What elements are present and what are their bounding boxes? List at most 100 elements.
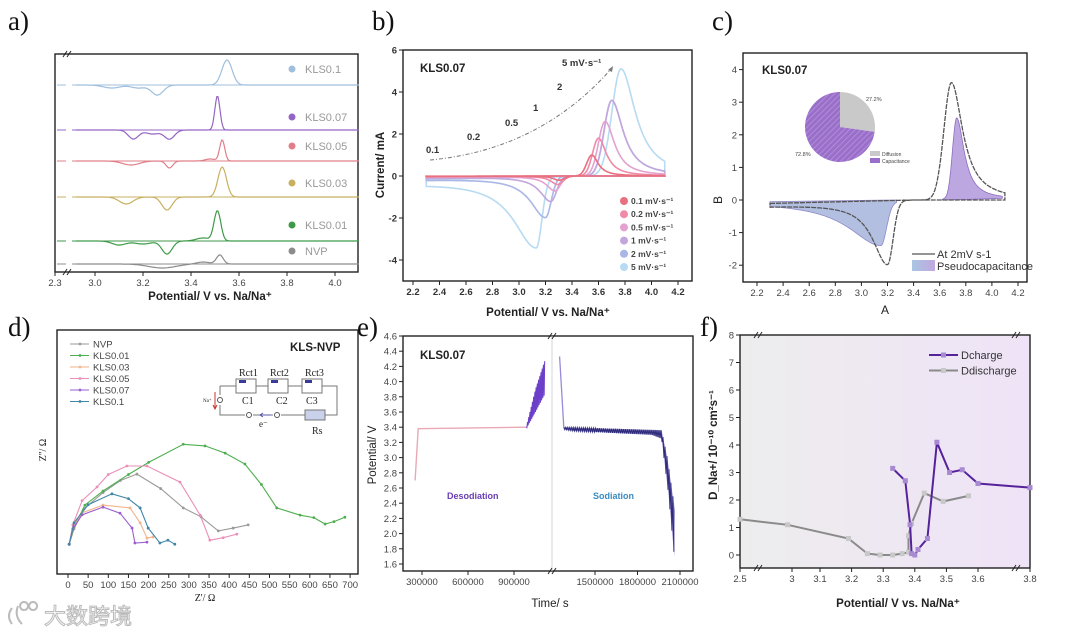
legend-marker xyxy=(288,247,296,255)
y-tick-label: 4.2 xyxy=(384,362,397,373)
y-tick-label: -2 xyxy=(389,214,397,225)
scan-rate-annotation: 0.1 xyxy=(426,145,440,156)
x-axis-title: Potential/ V vs. Na/Na⁺ xyxy=(486,307,610,319)
data-point xyxy=(905,533,911,539)
legend-marker xyxy=(78,365,82,369)
y-tick-label: 2.0 xyxy=(384,529,397,540)
legend-marker xyxy=(288,65,296,73)
data-point xyxy=(924,536,930,541)
data-point xyxy=(110,492,114,496)
data-point xyxy=(147,460,151,464)
data-point xyxy=(138,506,142,510)
data-point xyxy=(145,536,149,540)
legend-label: 0.1 mV·s⁻¹ xyxy=(631,196,673,206)
eis-curve-KLS0.05 xyxy=(68,465,238,545)
y-tick-label: 3.2 xyxy=(384,438,397,449)
axis-break-mark xyxy=(547,332,557,340)
watermark-logo-icon xyxy=(8,601,39,625)
scan-rate-annotation: 0.5 xyxy=(505,118,519,129)
x-tick-label: 2.2 xyxy=(406,287,419,298)
panel-label: d) xyxy=(8,312,31,342)
diffusion-curve-Dcharge xyxy=(891,441,1031,557)
x-tick-label: 200 xyxy=(141,580,157,591)
y-tick-label: 4 xyxy=(729,441,734,452)
legend-label: KLS0.03 xyxy=(93,363,129,374)
legend-label: KLS0.1 xyxy=(305,64,341,76)
data-point xyxy=(907,522,913,528)
legend-marker xyxy=(620,249,628,258)
y-tick-label: 3 xyxy=(732,98,737,109)
data-point xyxy=(890,465,896,471)
data-point xyxy=(208,538,212,542)
circuit-label-r2: Rct2 xyxy=(270,368,289,379)
panel-a-plot-area xyxy=(54,53,359,273)
data-point xyxy=(159,487,163,490)
x-tick-label: 2.8 xyxy=(486,287,499,298)
legend-label: KLS0.05 xyxy=(305,141,347,153)
region-label-sodiation: Sodiation xyxy=(593,491,634,501)
data-point xyxy=(135,472,139,476)
data-point xyxy=(902,478,908,484)
circuit-label-r1: Rct1 xyxy=(239,368,258,379)
data-point xyxy=(133,541,137,545)
x-tick-label: 3.0 xyxy=(512,287,525,298)
x-tick-label: 3.2 xyxy=(539,287,552,298)
data-point xyxy=(959,467,965,473)
legend-marker xyxy=(620,223,628,232)
y-tick-label: 3 xyxy=(729,468,734,479)
discharge-oscillation-band xyxy=(559,356,675,557)
data-point xyxy=(221,536,225,540)
x-tick-label: 0 xyxy=(65,580,70,591)
circuit-label-c2: C2 xyxy=(276,396,288,407)
y-tick-label: 4 xyxy=(732,65,737,76)
x-tick-label: 1500000 xyxy=(577,577,614,588)
legend-marker xyxy=(78,377,82,380)
x-tick-label: 4.0 xyxy=(328,278,341,289)
data-point xyxy=(72,521,76,525)
dqdv-curve-KLS0.07 xyxy=(75,96,359,140)
y-tick-label: 2.4 xyxy=(384,499,397,510)
data-point xyxy=(785,522,791,528)
y-tick-label: 8 xyxy=(729,331,734,342)
y-tick-label: 7 xyxy=(729,358,734,369)
x-tick-label: 2.8 xyxy=(829,288,842,299)
y-tick-label: 0 xyxy=(729,551,734,562)
x-tick-label: 3.6 xyxy=(592,287,605,298)
rc-element xyxy=(267,378,289,394)
data-point xyxy=(118,511,122,515)
rc-element xyxy=(235,378,257,394)
panel-title: KLS0.07 xyxy=(420,63,465,75)
x-tick-label: 2.4 xyxy=(433,287,447,298)
data-point xyxy=(101,503,105,507)
y-tick-label: 2.8 xyxy=(384,468,397,479)
x-tick-label: 3.6 xyxy=(232,278,245,289)
y-tick-label: 3.4 xyxy=(384,423,397,434)
legend-label: Dcharge xyxy=(961,350,1003,362)
region-label-desodiation: Desodiation xyxy=(447,491,499,501)
data-point xyxy=(915,547,921,552)
data-point xyxy=(905,549,911,555)
y-tick-label: -1 xyxy=(729,228,737,239)
data-point xyxy=(151,535,155,539)
watermark-text: 大数跨境 xyxy=(44,604,132,629)
y-axis-title: Z''/ Ω xyxy=(38,439,49,461)
data-point xyxy=(166,538,170,542)
axis-break-mark xyxy=(753,564,763,572)
data-point xyxy=(940,498,946,504)
x-tick-label: 250 xyxy=(161,580,177,591)
electron-flow-arrow xyxy=(259,412,271,418)
scan-rate-annotation: 2 xyxy=(557,82,562,93)
dqdv-curve-KLS0.01 xyxy=(75,210,359,255)
legend-label: 0.5 mV·s⁻¹ xyxy=(631,222,673,232)
axis-break-mark xyxy=(1011,331,1021,339)
x-tick-label: 650 xyxy=(322,580,338,591)
data-point xyxy=(216,529,220,533)
data-point xyxy=(128,506,132,510)
y-tick-label: 0 xyxy=(392,172,397,183)
axis-break-mark xyxy=(1011,564,1021,572)
panel-e-plot-area xyxy=(402,335,694,572)
resistor xyxy=(305,380,312,383)
scan-rate-trend-arrow xyxy=(429,67,613,161)
data-point xyxy=(83,503,87,507)
x-tick-label: 3.4 xyxy=(907,288,920,299)
